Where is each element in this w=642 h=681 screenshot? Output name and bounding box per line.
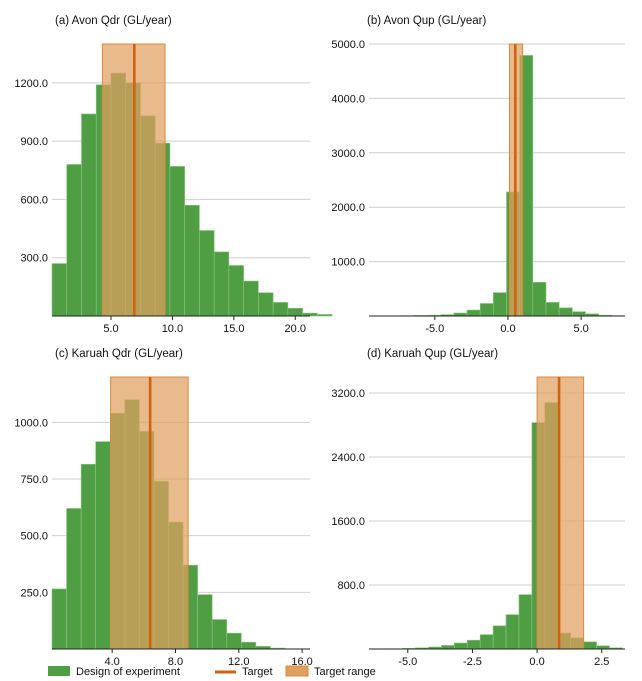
x-tick-label: 2.5	[594, 656, 609, 668]
y-tick-label: 800.0	[337, 580, 365, 592]
histogram-bar	[51, 588, 67, 650]
histogram-bar	[466, 639, 481, 650]
y-tick-label: 600.0	[20, 194, 48, 206]
histogram-bar	[317, 314, 333, 317]
panel-c: (c) Karuah Qdr (GL/year) 250.0 500.0 750.0…	[14, 348, 312, 668]
x-tick-label: -5.0	[425, 323, 444, 335]
y-tick-label: 1200.0	[14, 78, 48, 90]
histogram-bar	[226, 632, 242, 650]
panel-d: (d) Karuah Qup (GL/year) 800.0 1600.0 2400…	[331, 348, 625, 668]
histogram-bar	[258, 292, 274, 317]
y-tick-label: 500.0	[20, 531, 48, 543]
histogram-bar	[80, 463, 96, 650]
x-tick-label: 5.0	[103, 323, 118, 335]
panel-a-title: (a) Avon Qdr (GL/year)	[55, 15, 172, 27]
x-tick-label: 16.0	[291, 656, 312, 668]
histogram-bar	[441, 645, 455, 650]
histogram-bar	[287, 307, 303, 317]
x-tick-label: 5.0	[573, 323, 588, 335]
y-tick-label: 300.0	[20, 253, 48, 265]
y-tick-label: 250.0	[20, 587, 48, 599]
histogram-bar	[272, 302, 289, 317]
histogram-bar	[211, 619, 228, 650]
panel-c-title: (c) Karuah Qdr (GL/year)	[55, 348, 183, 360]
histogram-bar	[479, 303, 494, 317]
histogram-bar	[532, 281, 547, 317]
panel-d-title: (d) Karuah Qup (GL/year)	[367, 348, 498, 360]
x-tick-label: 0.0	[500, 323, 515, 335]
histogram-bar	[169, 166, 185, 317]
panel-b: (b) Avon Qup (GL/year) 1000.0 2000.0 3000.…	[331, 15, 626, 335]
histogram-bar	[493, 292, 507, 317]
histogram-bar	[583, 641, 597, 650]
histogram-bar	[454, 642, 468, 650]
y-tick-label: 900.0	[20, 136, 48, 148]
histogram-bar	[558, 307, 573, 317]
legend-doe-label: Design of experiment	[76, 666, 180, 678]
histogram-bar	[51, 263, 68, 317]
histogram-bar	[545, 302, 560, 317]
histogram-bar	[184, 204, 200, 317]
y-tick-label: 1600.0	[331, 516, 365, 528]
legend-range-label: Target range	[314, 666, 376, 678]
histogram-bar	[572, 311, 586, 317]
histogram-bar	[479, 634, 494, 650]
y-tick-label: 3200.0	[331, 388, 365, 400]
histogram-bar	[95, 441, 111, 650]
x-tick-label: 15.0	[223, 323, 244, 335]
panel-b-title: (b) Avon Qup (GL/year)	[367, 15, 486, 27]
x-tick-label: 8.0	[168, 656, 183, 668]
x-tick-label: 10.0	[162, 323, 183, 335]
histogram-bar	[66, 164, 82, 317]
legend: Design of experiment Target Target range	[48, 665, 376, 678]
y-tick-label: 3000.0	[331, 148, 365, 160]
x-tick-label: 4.0	[104, 656, 119, 668]
y-tick-label: 1000.0	[331, 257, 365, 269]
histogram-bar	[81, 113, 97, 317]
legend-doe-swatch	[48, 666, 70, 676]
y-tick-label: 4000.0	[331, 93, 365, 105]
y-tick-label: 2000.0	[331, 202, 365, 214]
histogram-bar	[518, 594, 533, 650]
histogram-bar	[241, 641, 257, 650]
x-tick-label: 0.0	[529, 656, 544, 668]
legend-target-label: Target	[242, 666, 273, 678]
y-tick-label: 2400.0	[331, 452, 365, 464]
x-tick-label: -2.5	[463, 656, 482, 668]
x-tick-label: 20.0	[285, 323, 306, 335]
legend-range-swatch	[285, 665, 309, 677]
histogram-bar	[66, 508, 82, 650]
y-tick-label: 1000.0	[14, 417, 48, 429]
x-tick-label: -5.0	[398, 656, 417, 668]
panel-a: (a) Avon Qdr (GL/year) 300.0 600.0 900.0 12…	[14, 15, 333, 335]
histogram-bar	[243, 280, 259, 317]
histogram-bar	[492, 625, 507, 650]
y-tick-label: 750.0	[20, 474, 48, 486]
histogram-bar	[466, 309, 481, 317]
y-tick-label: 5000.0	[331, 39, 365, 51]
histogram-bar	[199, 230, 215, 317]
histogram-bar	[197, 594, 213, 650]
x-tick-label: 12.0	[228, 656, 249, 668]
histogram-bar	[505, 614, 520, 650]
histogram-bar	[213, 251, 230, 317]
histogram-bar	[228, 265, 244, 317]
